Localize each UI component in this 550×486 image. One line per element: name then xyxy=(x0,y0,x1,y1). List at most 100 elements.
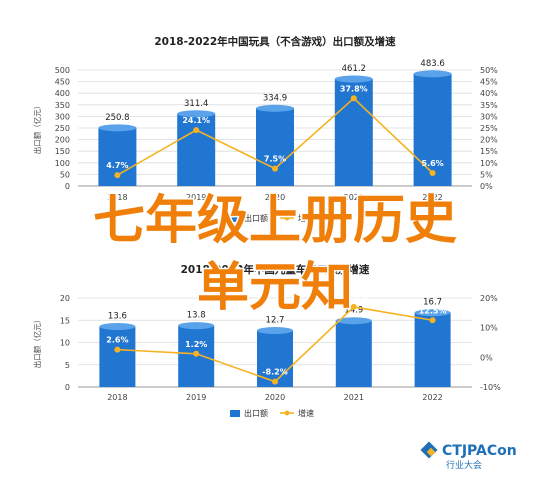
x-tick-label: 2020 xyxy=(265,193,285,202)
growth-point-2018 xyxy=(114,172,121,179)
growth-point-2018 xyxy=(114,346,121,353)
bar-cap xyxy=(414,309,451,317)
growth-value-label: 2.6% xyxy=(106,336,128,345)
bar-2022 xyxy=(413,73,452,186)
legend-line-label: 增速 xyxy=(298,408,314,418)
bar-cap xyxy=(256,104,294,112)
bar-value-label: 13.6 xyxy=(108,311,127,321)
chart-title: 2018-2022年中国玩具（不含游戏）出口额及增速 xyxy=(154,35,396,48)
y-tick-label: 15 xyxy=(60,316,70,325)
logo-mark-icon xyxy=(420,441,438,459)
bar-cap xyxy=(257,326,293,334)
growth-point-2019 xyxy=(193,127,200,134)
y2-tick-label: 40% xyxy=(480,89,498,98)
legend-bar-swatch xyxy=(230,215,240,222)
growth-point-2020 xyxy=(272,165,278,172)
growth-point-2021 xyxy=(350,303,357,310)
growth-value-label: 12.5% xyxy=(419,306,447,315)
brand-logo: CTJPACon 行业大会 xyxy=(420,441,517,471)
bar-value-label: 311.4 xyxy=(184,99,208,109)
y-tick-label: 50 xyxy=(60,170,70,179)
bar-value-label: 12.7 xyxy=(266,315,285,325)
bar-cap xyxy=(334,75,373,83)
logo-subtitle: 行业大会 xyxy=(446,459,482,471)
chart-title: 2018-2022年中国儿童车出口额及增速 xyxy=(181,263,370,276)
bar-cap xyxy=(335,317,372,325)
y2-tick-label: 50% xyxy=(480,66,498,75)
bar-cap xyxy=(98,124,137,132)
growth-value-label: 1.2% xyxy=(185,340,207,349)
legend-bar-label: 出口额 xyxy=(244,213,268,223)
overlay-title-line1: 七年级上册历史 xyxy=(93,191,457,251)
y-tick-label: 250 xyxy=(55,124,70,133)
y-tick-label: 400 xyxy=(55,89,70,98)
y-tick-label: 100 xyxy=(55,159,70,168)
bar-cap xyxy=(177,110,216,118)
bar-value-label: 13.8 xyxy=(187,311,206,321)
y2-tick-label: 0% xyxy=(480,353,493,362)
y2-tick-label: 30% xyxy=(480,112,498,121)
y2-tick-label: 25% xyxy=(480,124,498,133)
bar-2021 xyxy=(335,320,372,387)
y-tick-label: 20 xyxy=(60,294,70,303)
bar-2019 xyxy=(177,113,216,186)
x-tick-label: 2022 xyxy=(422,193,442,202)
growth-value-label: -8.2% xyxy=(262,368,288,377)
growth-value-label: 4.7% xyxy=(106,161,128,170)
y2-tick-label: 20% xyxy=(480,294,498,303)
bar-cap xyxy=(178,322,215,330)
y-tick-label: 350 xyxy=(55,101,70,110)
x-tick-label: 2020 xyxy=(265,393,285,402)
growth-value-label: 5.6% xyxy=(422,159,444,168)
bar-value-label: 14.9 xyxy=(344,306,363,316)
y-tick-label: 10 xyxy=(60,339,70,348)
x-tick-label: 2019 xyxy=(186,393,206,402)
y2-tick-label: 0% xyxy=(480,182,493,191)
y-tick-label: 0 xyxy=(65,182,70,191)
legend-bar-label: 出口额 xyxy=(244,408,268,418)
y2-tick-label: 10% xyxy=(480,159,498,168)
growth-point-2019 xyxy=(193,350,200,357)
x-tick-label: 2022 xyxy=(422,393,442,402)
legend-bar-swatch xyxy=(230,410,240,417)
y-tick-label: 200 xyxy=(55,136,70,145)
y-tick-label: 300 xyxy=(55,112,70,121)
y-tick-label: 150 xyxy=(55,147,70,156)
bar-value-label: 16.7 xyxy=(423,298,442,308)
legend-line-label: 增速 xyxy=(298,213,314,223)
x-tick-label: 2018 xyxy=(107,393,127,402)
y2-tick-label: 5% xyxy=(480,170,493,179)
y-axis-label: 出口额（亿元） xyxy=(32,316,42,369)
bar-value-label: 250.8 xyxy=(105,113,129,123)
y-axis-label: 出口额（亿元） xyxy=(32,102,42,155)
legend-line-marker xyxy=(284,215,290,221)
x-tick-label: 2019 xyxy=(186,193,206,202)
growth-value-label: 24.1% xyxy=(182,116,210,125)
x-tick-label: 2018 xyxy=(107,193,127,202)
y2-tick-label: 45% xyxy=(480,78,498,87)
growth-value-label: 7.5% xyxy=(264,155,286,164)
growth-point-2020 xyxy=(272,378,278,385)
bar-2018 xyxy=(99,326,136,387)
y-tick-label: 500 xyxy=(55,66,70,75)
overlay-title-line2: 单元知 xyxy=(197,258,353,318)
y2-tick-label: 35% xyxy=(480,101,498,110)
growth-value-label: 17.0% xyxy=(340,293,368,302)
x-tick-label: 2021 xyxy=(344,193,364,202)
bar-2022 xyxy=(414,312,451,387)
growth-point-2022 xyxy=(429,317,436,324)
y2-tick-label: 15% xyxy=(480,147,498,156)
bar-2020 xyxy=(256,108,294,186)
y2-tick-label: -10% xyxy=(480,383,501,392)
bar-value-label: 483.6 xyxy=(420,59,444,69)
x-tick-label: 2021 xyxy=(344,393,364,402)
growth-point-2022 xyxy=(429,170,436,177)
bar-value-label: 334.9 xyxy=(263,93,287,103)
bar-value-label: 461.2 xyxy=(342,64,366,74)
y-tick-label: 450 xyxy=(55,78,70,87)
y-tick-label: 5 xyxy=(65,361,70,370)
y-tick-label: 0 xyxy=(65,383,70,392)
